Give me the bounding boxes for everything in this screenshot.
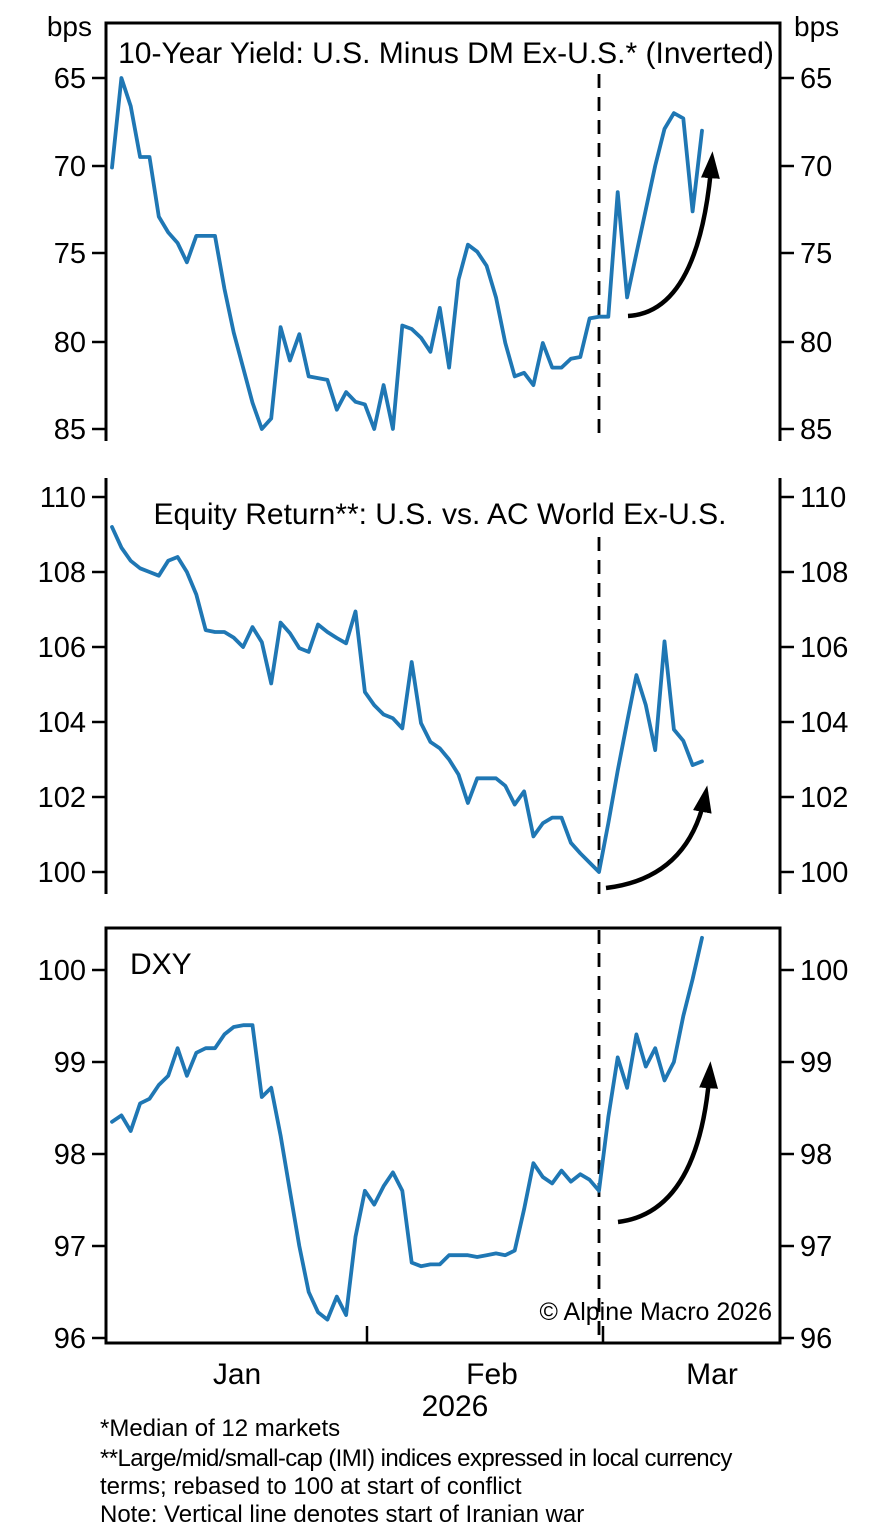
- unit-label-left: bps: [47, 11, 92, 42]
- y-tick-label-right: 80: [800, 327, 832, 359]
- x-label-feb: Feb: [466, 1358, 518, 1391]
- y-tick-label-right: 65: [800, 63, 832, 95]
- y-tick-label-left: 98: [54, 1139, 86, 1171]
- y-tick-label-right: 97: [800, 1231, 832, 1263]
- panel1-title: 10-Year Yield: U.S. Minus DM Ex-U.S.* (I…: [118, 37, 774, 70]
- x-label-mar: Mar: [686, 1358, 738, 1391]
- x-label-year: 2026: [422, 1390, 489, 1423]
- trend-arrow: [627, 151, 720, 319]
- y-tick-label-left: 70: [54, 151, 86, 183]
- copyright-text: © Alpine Macro 2026: [540, 1298, 772, 1326]
- y-tick-label-right: 96: [800, 1323, 832, 1355]
- y-tick-label-left: 85: [54, 414, 86, 446]
- y-tick-label-left: 75: [54, 238, 86, 270]
- y-tick-label-left: 100: [38, 955, 86, 987]
- data-line-series: [110, 935, 704, 1322]
- y-tick-label-left: 97: [54, 1231, 86, 1263]
- y-tick-label-right: 106: [800, 632, 848, 664]
- y-tick-label-right: 100: [800, 857, 848, 889]
- y-tick-label-left: 106: [38, 632, 86, 664]
- trend-arrow: [617, 1061, 719, 1225]
- trend-arrow: [605, 785, 712, 891]
- unit-label-right: bps: [794, 11, 839, 42]
- footnote-rebased: terms; rebased to 100 at start of confli…: [100, 1473, 522, 1500]
- footnote-median: *Median of 12 markets: [100, 1415, 340, 1442]
- y-tick-label-right: 85: [800, 414, 832, 446]
- y-tick-label-right: 75: [800, 238, 832, 270]
- panel2-title: Equity Return**: U.S. vs. AC World Ex-U.…: [154, 498, 727, 531]
- y-tick-label-left: 99: [54, 1047, 86, 1079]
- y-tick-label-right: 104: [800, 707, 848, 739]
- x-label-jan: Jan: [213, 1358, 261, 1391]
- y-tick-label-right: 98: [800, 1139, 832, 1171]
- y-tick-label-right: 110: [800, 482, 846, 514]
- y-tick-label-left: 100: [38, 857, 86, 889]
- y-tick-label-left: 104: [38, 707, 86, 739]
- y-tick-label-right: 70: [800, 151, 832, 183]
- footnote-imi-indices: **Large/mid/small-cap (IMI) indices expr…: [100, 1445, 732, 1472]
- data-line-series: [110, 525, 704, 874]
- y-tick-label-left: 110: [40, 482, 86, 514]
- y-tick-label-right: 99: [800, 1047, 832, 1079]
- data-line-series: [110, 76, 704, 431]
- y-tick-label-left: 102: [38, 782, 86, 814]
- panel3-title: DXY: [130, 948, 192, 981]
- y-tick-label-right: 108: [800, 557, 848, 589]
- footnote-war-note: Note: Vertical line denotes start of Ira…: [100, 1501, 584, 1528]
- y-tick-label-left: 108: [38, 557, 86, 589]
- y-tick-label-left: 80: [54, 327, 86, 359]
- y-tick-label-left: 96: [54, 1323, 86, 1355]
- y-tick-label-right: 102: [800, 782, 848, 814]
- y-tick-label-right: 100: [800, 955, 848, 987]
- y-tick-label-left: 65: [54, 63, 86, 95]
- chart-generated-layer: 65 65 70 70 75 75 80 80 85 85 110 110 108 108 106 106 10…: [38, 21, 848, 1355]
